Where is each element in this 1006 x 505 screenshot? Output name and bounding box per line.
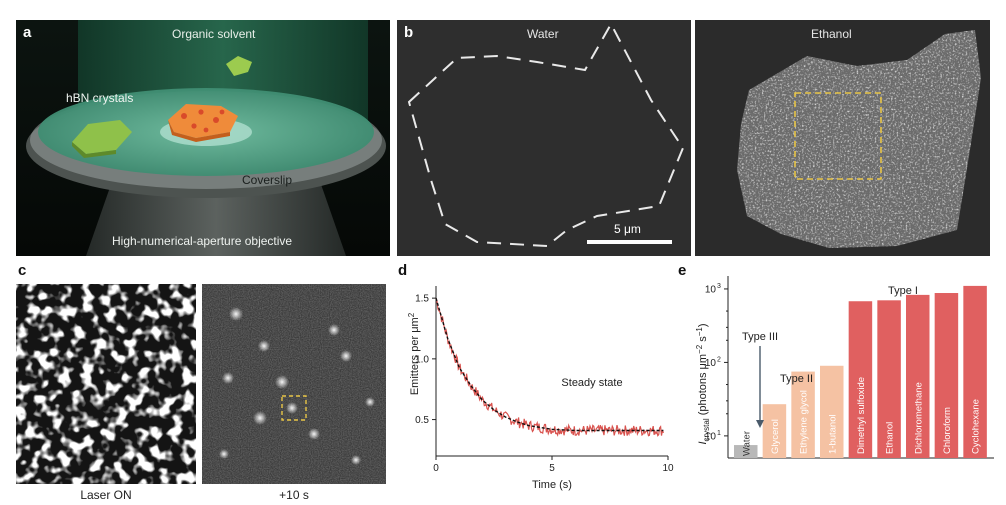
ethanol-highlight-box: [794, 92, 882, 180]
water-image: [397, 20, 691, 256]
panel-d-letter: d: [398, 262, 408, 279]
chart-e-bar: [820, 365, 844, 458]
chart-d-y-tick-label: 0.5: [415, 415, 429, 426]
panel-c-images: [16, 284, 386, 484]
type-iii-arrowhead: [756, 420, 764, 428]
chart-e-y-tick-exponent: 1: [717, 430, 721, 437]
coverslip-label: Coverslip: [242, 173, 292, 187]
chart-e-bar-label: Cyclohexane: [971, 399, 982, 454]
ten-second-caption: +10 s: [279, 488, 309, 502]
panel-a: a Organic solvent hBN crystals Coverslip…: [16, 20, 390, 256]
panel-a-illustration: a Organic solvent hBN crystals Coverslip…: [16, 20, 390, 256]
solvent-label: Organic solvent: [172, 27, 256, 41]
chart-e-bar: [762, 404, 787, 458]
chart-d-x-tick-label: 0: [433, 463, 439, 474]
chart-d-measured-trace: [435, 297, 664, 437]
panel-b-images: 5 μm b Water Ethanol: [397, 20, 990, 256]
hbn-crystal-top: [226, 56, 252, 76]
chart-d-annotation: Steady state: [561, 377, 622, 389]
chart-d-fit-line: [435, 297, 664, 432]
chart-d-x-tick-label: 5: [549, 463, 555, 474]
chart-e-bar-label: 1-butanol: [827, 414, 838, 454]
water-flake-outline: [407, 21, 685, 248]
chart-d-x-tick-label: 10: [662, 463, 674, 474]
chart-e-bar-label: Ethanol: [885, 422, 896, 454]
hbn-crystal-left: [72, 120, 132, 154]
chart-e-bar: [848, 301, 873, 458]
chart-e-bar: [906, 294, 930, 458]
chart-d-ylabel: Emitters per μm2: [407, 312, 421, 395]
chart-d: 0 5 100.51.01.5 Emitters per μm2 Time (s) …: [407, 286, 674, 491]
chart-e-bar-label: Dimethyl sulfoxide: [856, 377, 867, 454]
chart-e-y-tick-label: 10: [705, 284, 717, 295]
single-emitter-box: [281, 395, 307, 421]
hbn-crystals-label: hBN crystals: [66, 91, 133, 105]
objective-label: High-numerical-aperture objective: [112, 234, 292, 248]
chart-e-y-tick-label: 10: [705, 431, 717, 442]
type-iii-label: Type III: [742, 331, 778, 343]
laser-on-caption: Laser ON: [80, 488, 132, 502]
chart-e-bar: [791, 371, 815, 458]
chart-d-y-tick-label: 1.5: [415, 294, 429, 305]
ethanol-title: Ethanol: [811, 27, 852, 41]
type-i-label: Type I: [888, 285, 918, 297]
panel-b-letter: b: [404, 24, 413, 41]
chart-e-ylabel: Icrystal (photons μm−2 s−1): [695, 323, 711, 444]
panel-e-letter: e: [678, 262, 687, 279]
chart-e-bar-label: Dichloromethane: [913, 382, 924, 454]
chart-e-bar: [877, 300, 901, 458]
type-ii-label: Type II: [780, 373, 813, 385]
chart-e-y-tick-label: 10: [705, 358, 717, 369]
panel-c: c: [16, 262, 386, 502]
chart-e-bar: [934, 293, 959, 458]
chart-e-y-tick-exponent: 2: [717, 356, 721, 363]
scale-bar-label: 5 μm: [614, 222, 641, 236]
chart-d-xlabel: Time (s): [532, 479, 572, 491]
chart-e-bar-label: Glycerol: [770, 419, 781, 454]
panel-e: e 10 1 10 2 10 3 Water Glycerol Ethylene glycol…: [676, 262, 1000, 502]
panel-d: d 0 5 10 0.5 1.0 1.5 Emitters per μm2 Time (s…: [396, 262, 678, 498]
water-title: Water: [527, 27, 559, 41]
panel-c-letter: c: [18, 262, 27, 279]
chart-e-bar-label: Water: [741, 431, 752, 456]
panel-a-letter: a: [23, 24, 32, 41]
panel-b: 5 μm b Water Ethanol: [397, 20, 990, 256]
chart-e-bar: [963, 285, 987, 458]
chart-e-bar-label: Chloroform: [942, 407, 953, 454]
chart-d-y-tick-label: 1.0: [415, 354, 429, 365]
chart-e-y-tick-exponent: 3: [717, 283, 721, 290]
chart-e-bar-label: Ethylene glycol: [799, 390, 810, 454]
chart-e-bar: [734, 445, 758, 458]
